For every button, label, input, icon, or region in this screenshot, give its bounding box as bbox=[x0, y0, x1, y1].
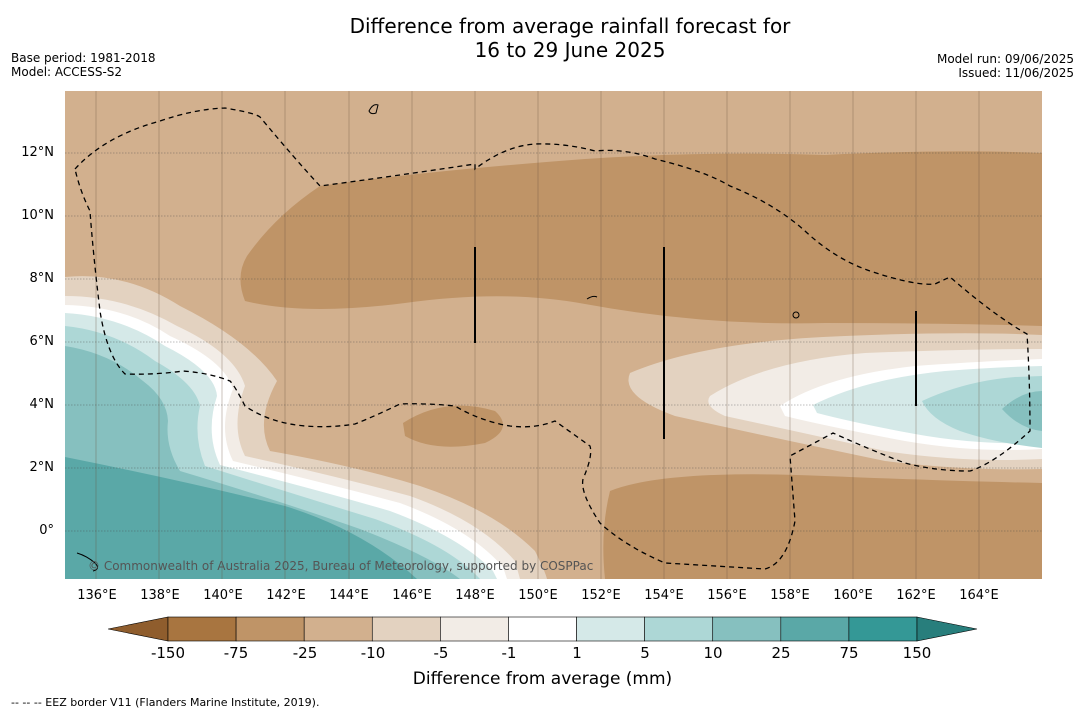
colorbar-segment bbox=[712, 616, 782, 642]
map-title: Difference from average rainfall forecas… bbox=[0, 14, 1085, 62]
colorbar-tick: 25 bbox=[771, 644, 791, 662]
colorbar-segments bbox=[167, 616, 918, 642]
colorbar-tick: -5 bbox=[433, 644, 449, 662]
colorbar-segment bbox=[303, 616, 373, 642]
colorbar-segment bbox=[371, 616, 441, 642]
issued-date: Issued: 11/06/2025 bbox=[958, 66, 1074, 80]
rainfall-map bbox=[65, 91, 1042, 579]
latitude-gridlines bbox=[65, 152, 1042, 532]
colorbar-segment bbox=[235, 616, 305, 642]
colorbar-segment bbox=[848, 616, 918, 642]
colorbar-tick: 10 bbox=[703, 644, 723, 662]
rainfall-map-svg bbox=[65, 91, 1042, 579]
colorbar-tick: -150 bbox=[150, 644, 186, 662]
colorbar-svg bbox=[107, 616, 978, 642]
dry-band-north bbox=[240, 151, 1042, 326]
colorbar-tick: -25 bbox=[292, 644, 318, 662]
lon-label-138e: 138°E bbox=[140, 588, 180, 603]
model-info: Base period: 1981-2018 Model: ACCESS-S2 bbox=[11, 51, 156, 79]
band-wet75 bbox=[65, 457, 417, 579]
colorbar-tick: 5 bbox=[640, 644, 650, 662]
colorbar-segment bbox=[780, 616, 850, 642]
east-band-wet10 bbox=[922, 376, 1042, 448]
lat-label-4n: 4°N bbox=[29, 397, 55, 412]
vertical-markers bbox=[474, 247, 917, 439]
lon-label-154e: 154°E bbox=[644, 588, 684, 603]
lon-label-164e: 164°E bbox=[959, 588, 999, 603]
colorbar-tick: 75 bbox=[839, 644, 859, 662]
lon-label-152e: 152°E bbox=[581, 588, 621, 603]
copyright-notice: © Commonwealth of Australia 2025, Bureau… bbox=[88, 559, 594, 573]
colorbar-title: Difference from average (mm) bbox=[412, 669, 673, 689]
lat-label-6n: 6°N bbox=[29, 334, 55, 349]
lon-label-160e: 160°E bbox=[833, 588, 873, 603]
colorbar-segment bbox=[644, 616, 714, 642]
model-run-date: Model run: 09/06/2025 bbox=[936, 52, 1074, 66]
colorbar-segment bbox=[508, 616, 577, 642]
lon-label-140e: 140°E bbox=[203, 588, 243, 603]
lat-label-8n: 8°N bbox=[29, 271, 55, 286]
colorbar-segment bbox=[167, 616, 237, 642]
colorbar-segment bbox=[576, 616, 645, 642]
base-period: Base period: 1981-2018 bbox=[11, 51, 156, 65]
run-info: Model run: 09/06/2025 Issued: 11/06/2025 bbox=[937, 52, 1074, 80]
lat-label-0: 0° bbox=[39, 523, 54, 538]
lon-label-148e: 148°E bbox=[455, 588, 495, 603]
model-name: Model: ACCESS-S2 bbox=[11, 65, 123, 79]
lon-label-158e: 158°E bbox=[770, 588, 810, 603]
colorbar-tick: 1 bbox=[572, 644, 582, 662]
dry-blob bbox=[403, 405, 503, 447]
title-line-1: Difference from average rainfall forecas… bbox=[349, 14, 791, 38]
lon-label-144e: 144°E bbox=[329, 588, 369, 603]
lon-label-136e: 136°E bbox=[77, 588, 117, 603]
lon-label-162e: 162°E bbox=[896, 588, 936, 603]
lon-label-142e: 142°E bbox=[266, 588, 306, 603]
colorbar-high-extend bbox=[916, 616, 978, 642]
dry-band-south bbox=[603, 474, 1042, 579]
colorbar-tick: -10 bbox=[360, 644, 386, 662]
colorbar-low-extend bbox=[107, 616, 169, 642]
east-band-wet25 bbox=[1002, 391, 1042, 431]
colorbar-segment bbox=[440, 616, 509, 642]
colorbar-tick: -75 bbox=[223, 644, 249, 662]
lon-label-146e: 146°E bbox=[392, 588, 432, 603]
colorbar bbox=[107, 616, 978, 648]
colorbar-tick: 150 bbox=[902, 644, 932, 662]
colorbar-tick: -1 bbox=[501, 644, 517, 662]
lat-label-10n: 10°N bbox=[21, 208, 54, 223]
eez-border bbox=[74, 107, 1031, 570]
eez-footnote: -- -- -- EEZ border V11 (Flanders Marine… bbox=[11, 696, 320, 709]
title-line-2: 16 to 29 June 2025 bbox=[474, 38, 666, 62]
lat-label-12n: 12°N bbox=[21, 145, 54, 160]
lon-label-150e: 150°E bbox=[518, 588, 558, 603]
islands bbox=[76, 104, 800, 572]
lon-label-156e: 156°E bbox=[707, 588, 747, 603]
longitude-gridlines bbox=[95, 91, 980, 579]
lat-label-2n: 2°N bbox=[29, 460, 55, 475]
